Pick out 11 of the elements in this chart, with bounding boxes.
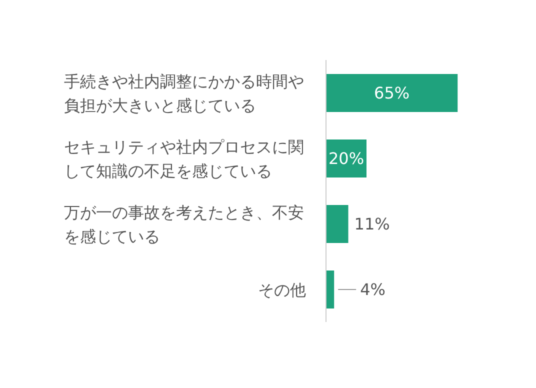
y-tick-label: 万が一の事故を考えたとき、不安を感じている bbox=[64, 202, 304, 246]
y-tick-label: セキュリティや社内プロセスに関して知識の不足を感じている bbox=[64, 136, 304, 180]
bar bbox=[326, 205, 348, 243]
data-label: 11% bbox=[354, 214, 390, 234]
data-label: 20% bbox=[328, 149, 364, 168]
bar bbox=[326, 74, 458, 112]
data-label: 65% bbox=[374, 84, 410, 102]
bar bbox=[326, 270, 334, 308]
data-label: 4% bbox=[360, 280, 386, 299]
y-tick-label: 手続きや社内調整にかかる時間や負担が大きいと感じている bbox=[64, 71, 304, 114]
y-tick-label: その他 bbox=[258, 280, 306, 299]
